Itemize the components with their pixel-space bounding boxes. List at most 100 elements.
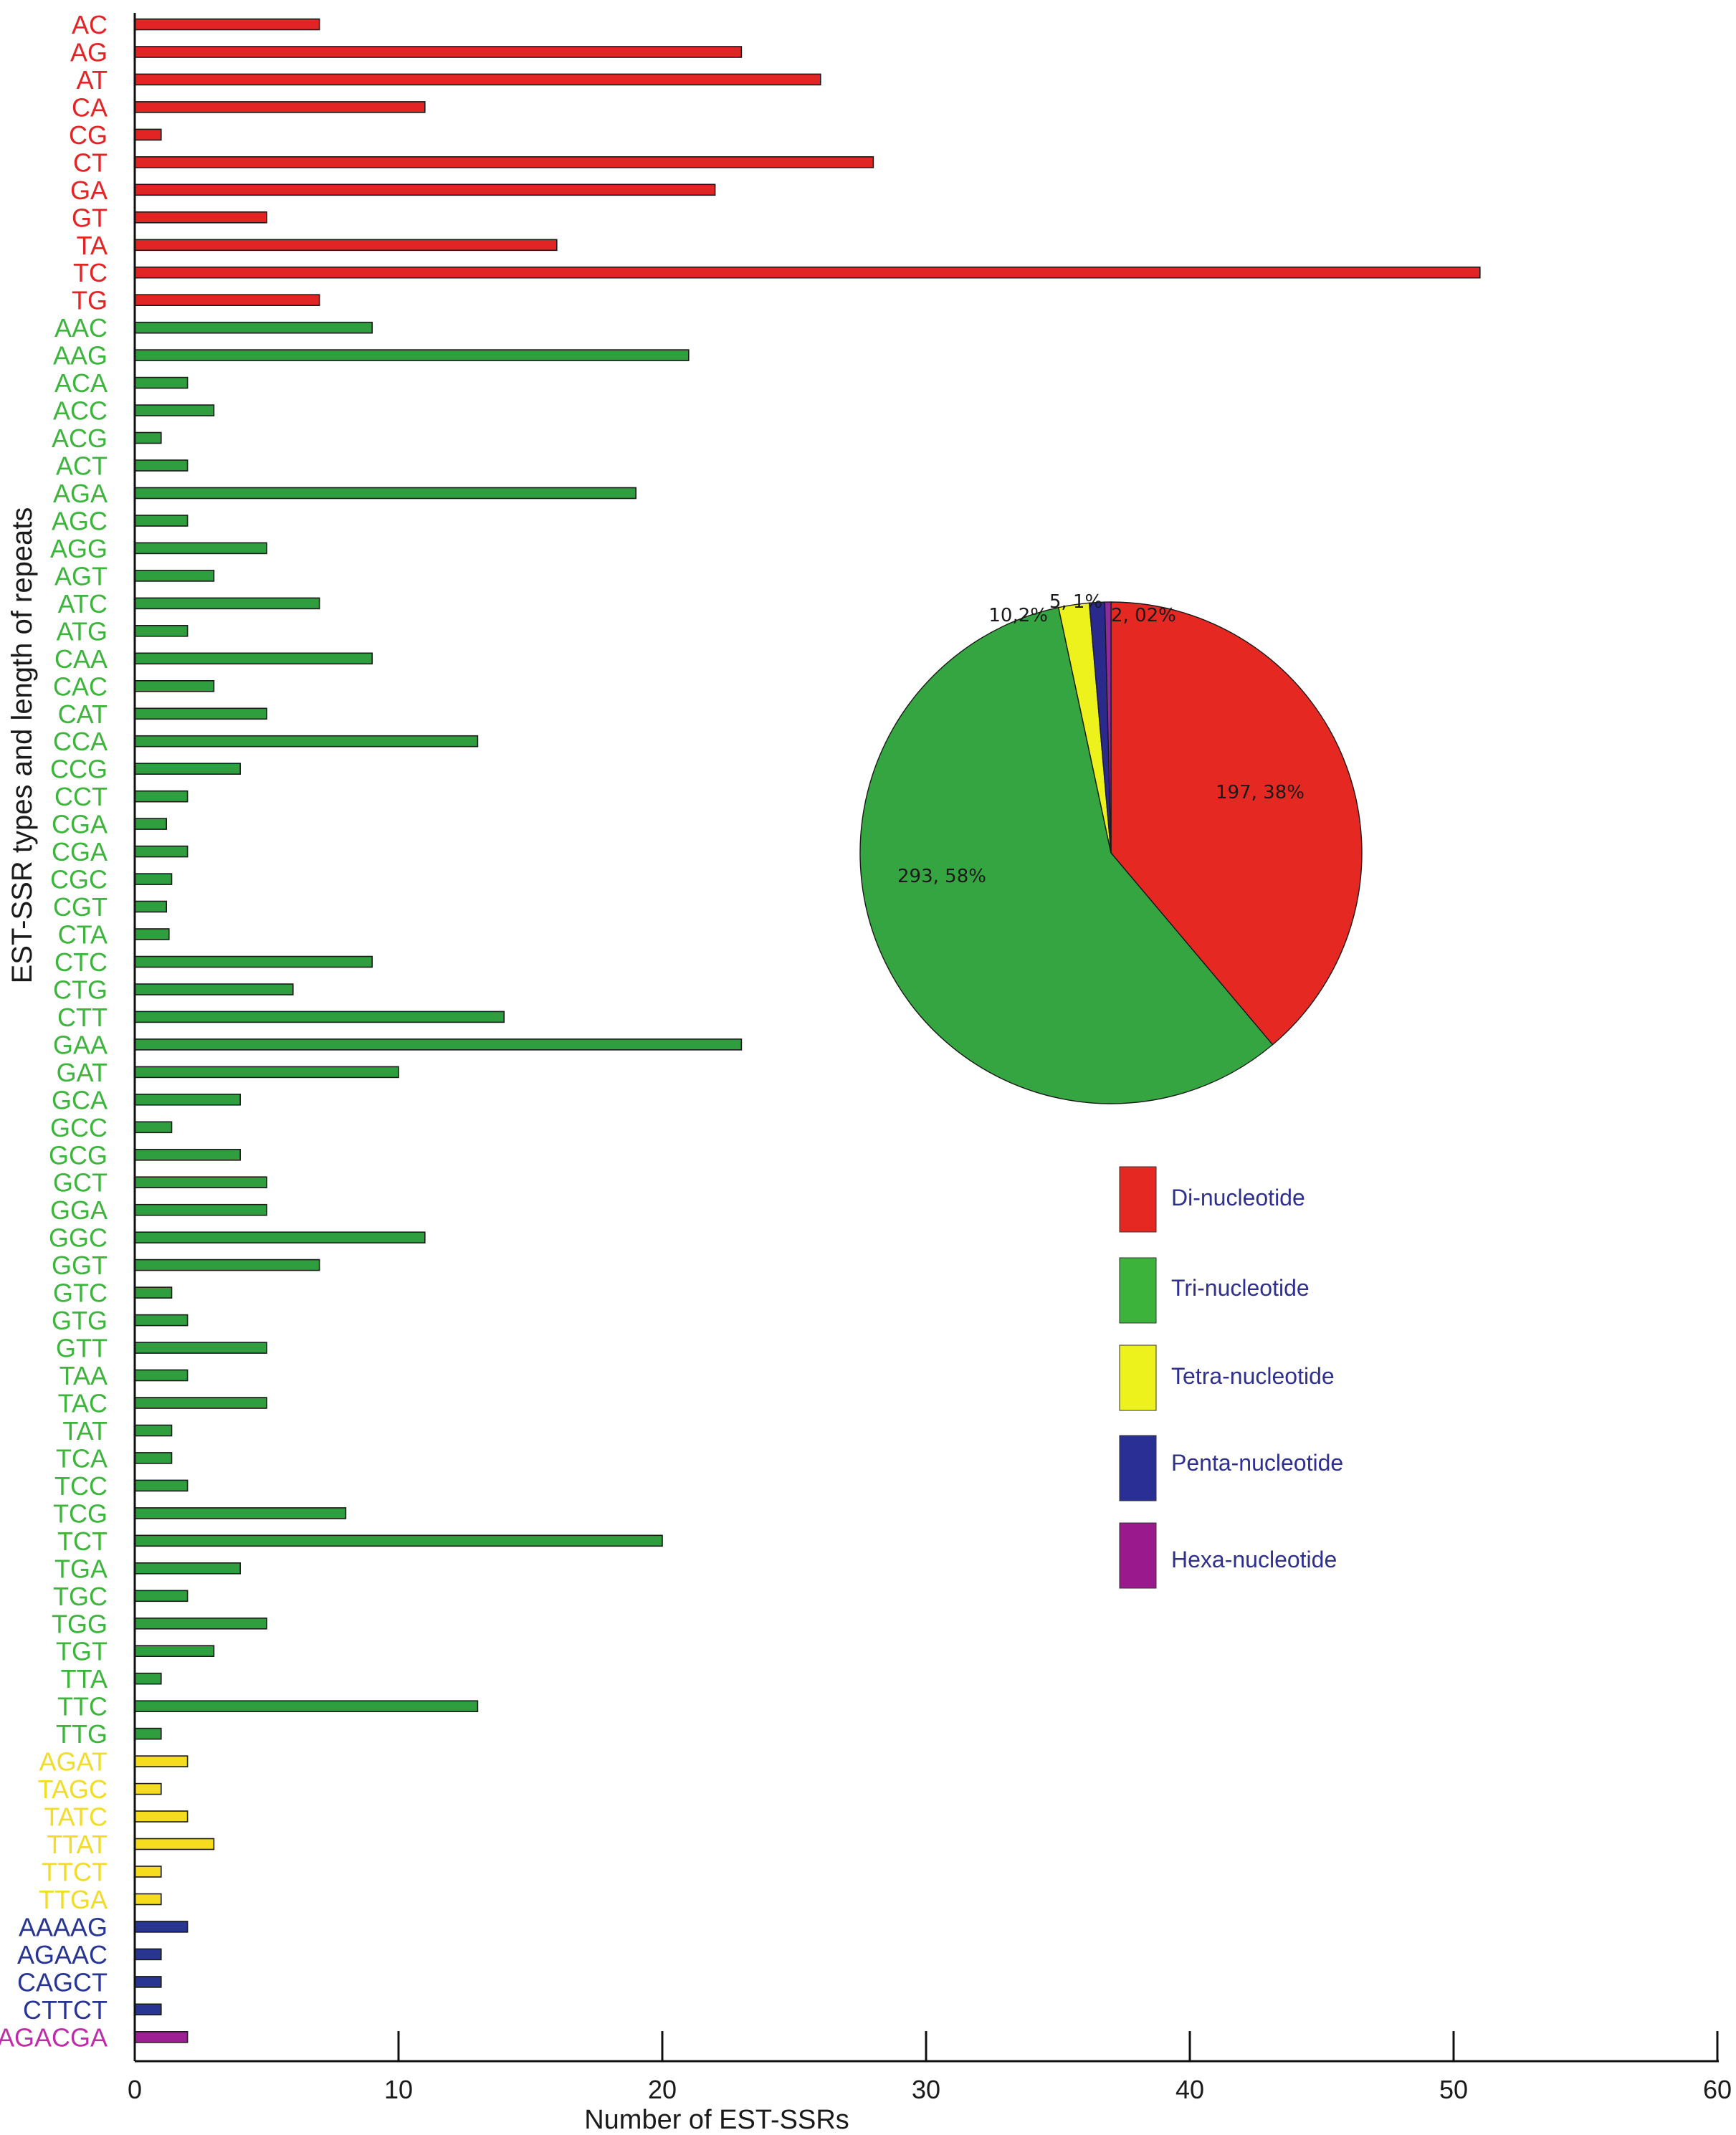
category-label-tga: TGA: [54, 1554, 108, 1583]
axes-layer: 0 10 20 30 40 50 60 Number of EST-SSRs EST-SSR t…: [6, 13, 1732, 2135]
category-label-agc: AGC: [52, 507, 108, 536]
bar-gaa: [134, 1038, 743, 1051]
bar-at: [134, 73, 821, 86]
category-label-cta: CTA: [58, 920, 108, 950]
category-label-gca: GCA: [52, 1085, 108, 1114]
bar-ga: [134, 183, 716, 196]
category-label-agaac: AGAAC: [17, 1940, 108, 1969]
bar-ct: [134, 156, 874, 168]
bar-ctt: [134, 1011, 505, 1023]
bar-tgc: [134, 1590, 189, 1603]
bar-tc: [134, 266, 1481, 279]
bar-tatc: [134, 1810, 189, 1823]
category-label-cca: CCA: [53, 727, 108, 756]
category-label-ttg: TTG: [56, 1719, 108, 1749]
category-label-tatc: TATC: [44, 1802, 108, 1832]
bar-ta: [134, 239, 558, 252]
bar-cac: [134, 679, 215, 692]
bar-gtc: [134, 1286, 173, 1299]
bar-tcg: [134, 1507, 347, 1519]
bar-cga: [134, 845, 189, 858]
category-label-gat: GAT: [57, 1058, 108, 1087]
category-label-cct: CCT: [54, 782, 108, 811]
category-label-ttc: TTC: [57, 1692, 108, 1721]
category-label-tg: TG: [72, 286, 108, 315]
bar-group-hexa-nucleotide: AGACGA: [0, 2022, 189, 2052]
x-tick-label-40: 40: [1175, 2075, 1204, 2104]
bar-ttct: [134, 1866, 162, 1878]
category-label-atc: ATC: [58, 589, 108, 618]
pie-label-di-nucleotide: 197, 38%: [1216, 782, 1305, 803]
legend-label-penta-nucleotide: Penta-nucleotide: [1171, 1450, 1343, 1476]
legend-swatch-hexa-nucleotide: [1119, 1522, 1157, 1589]
bar-cgt: [134, 900, 168, 913]
x-tick-label-10: 10: [384, 2075, 413, 2104]
category-label-gga: GGA: [50, 1195, 108, 1225]
category-label-gtc: GTC: [53, 1279, 108, 1308]
bar-acg: [134, 431, 162, 444]
legend-label-hexa-nucleotide: Hexa-nucleotide: [1171, 1547, 1337, 1572]
category-label-tac: TAC: [58, 1389, 108, 1418]
pie-slice-di-nucleotide: [1110, 601, 1363, 1046]
bar-cta: [134, 928, 170, 940]
bar-cga: [134, 818, 168, 830]
y-axis-title: EST-SSR types and length of repeats: [6, 507, 38, 984]
bar-cg: [134, 128, 162, 141]
bar-taa: [134, 1369, 189, 1382]
bar-ctc: [134, 955, 373, 968]
category-label-ctg: CTG: [53, 975, 108, 1005]
category-label-caa: CAA: [54, 644, 108, 674]
category-label-agt: AGT: [54, 561, 108, 591]
pie-label-hexa-nucleotide: 2, 02%: [1111, 605, 1176, 626]
bar-group-tri-nucleotide: AACAAGACAACCACGACTAGAAGCAGGAGTATCATGCAAC…: [49, 313, 743, 1749]
category-label-aca: ACA: [54, 368, 108, 398]
x-tick-label-30: 30: [912, 2075, 940, 2104]
legend-label-di-nucleotide: Di-nucleotide: [1171, 1185, 1305, 1210]
bar-cct: [134, 790, 189, 803]
category-label-gtt: GTT: [56, 1334, 108, 1363]
category-label-tca: TCA: [56, 1443, 108, 1473]
bar-agacga: [134, 2031, 189, 2043]
legend: Di-nucleotide Tri-nucleotide Tetra-nucleot…: [1119, 1166, 1343, 1589]
x-tick-label-0: 0: [128, 2075, 142, 2104]
pie-slice-tri-nucleotide: [859, 606, 1274, 1104]
bar-atg: [134, 624, 189, 637]
bar-acc: [134, 404, 215, 416]
bar-tca: [134, 1452, 173, 1464]
bar-gcg: [134, 1149, 241, 1161]
category-label-ca: CA: [72, 92, 108, 122]
category-label-gct: GCT: [53, 1168, 108, 1198]
category-label-cga: CGA: [52, 810, 108, 839]
x-tick-label-20: 20: [648, 2075, 677, 2104]
bar-aga: [134, 487, 637, 500]
category-label-tgg: TGG: [52, 1609, 108, 1638]
bar-agc: [134, 515, 189, 527]
pie-slice-hexa-nucleotide: [1104, 601, 1112, 854]
bar-tac: [134, 1397, 267, 1409]
bar-aca: [134, 376, 189, 389]
category-label-act: ACT: [56, 452, 108, 481]
legend-label-tetra-nucleotide: Tetra-nucleotide: [1171, 1363, 1335, 1389]
bar-ca: [134, 101, 426, 113]
bar-gtg: [134, 1314, 189, 1327]
x-tick-label-50: 50: [1439, 2075, 1468, 2104]
bar-gat: [134, 1066, 399, 1079]
bar-gcc: [134, 1121, 173, 1134]
bar-atc: [134, 597, 320, 610]
category-label-ggc: GGC: [49, 1223, 108, 1253]
bar-tgt: [134, 1645, 215, 1657]
pie-label-penta-nucleotide: 5, 1%: [1049, 591, 1102, 613]
bar-tga: [134, 1562, 241, 1575]
category-label-tgt: TGT: [56, 1637, 108, 1666]
category-label-tagc: TAGC: [38, 1775, 108, 1804]
bar-cttct: [134, 2003, 162, 2016]
category-label-agg: AGG: [50, 534, 108, 563]
category-label-atg: ATG: [57, 616, 108, 646]
bar-cgc: [134, 873, 173, 885]
category-label-at: AT: [77, 65, 108, 95]
bar-ttat: [134, 1838, 215, 1850]
category-label-aaaag: AAAAG: [19, 1912, 108, 1941]
bar-ctg: [134, 983, 294, 995]
